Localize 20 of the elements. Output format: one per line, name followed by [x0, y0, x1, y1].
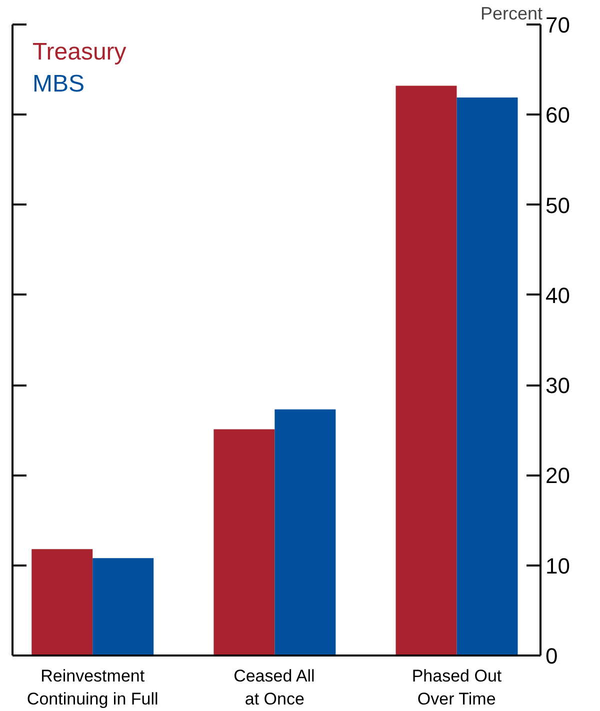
y-tick-label: 70 — [546, 12, 570, 38]
y-axis-title: Percent — [480, 4, 543, 24]
y-tick-label: 30 — [546, 373, 570, 398]
bar — [32, 549, 93, 656]
text: MBS — [32, 70, 85, 98]
x-tick-label: Reinvestment Continuing in Full — [26, 666, 158, 708]
bar — [92, 558, 154, 656]
y-tick-label: 60 — [546, 102, 570, 128]
y-tick-label: 20 — [546, 463, 570, 488]
bar — [396, 86, 457, 656]
text: Treasury — [32, 38, 126, 66]
y-tick-label: 10 — [546, 553, 570, 578]
bar — [214, 429, 275, 656]
x-tick-label: Ceased All at Once — [234, 666, 315, 708]
y-tick-label: 40 — [546, 282, 570, 308]
y-tick-label: 0 — [546, 644, 558, 668]
y-tick-label: 50 — [546, 192, 570, 218]
bar — [456, 98, 518, 656]
bar — [274, 409, 336, 656]
x-tick-label: Phased Out Over Time — [412, 666, 502, 708]
